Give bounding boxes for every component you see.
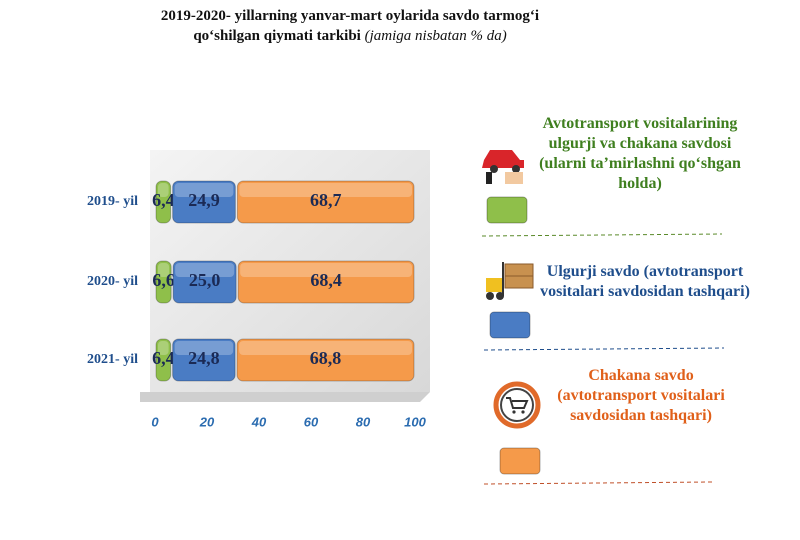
value-label: 68,4 [310,270,342,290]
value-label: 6,4 [152,190,175,210]
forklift-icon [486,262,534,300]
x-tick-label: 100 [404,414,426,429]
x-tick-label: 80 [356,414,371,429]
bar-highlight [158,341,169,355]
value-label: 6,4 [152,348,175,368]
legend-swatch [489,311,531,339]
bar-highlight [158,263,170,277]
y-tick-label: 2021- yil [87,352,138,367]
title-line: qo‘shilgan qiymati tarkibi [193,28,361,44]
legend-swatch [486,196,528,224]
bar-segment [155,338,172,382]
bar-segment [172,180,236,224]
bar-segment [236,180,415,224]
bar-highlight [174,183,234,197]
x-tick-label: 0 [151,414,159,429]
legend-separator [483,481,713,485]
bar-highlight [174,341,234,355]
legend-swatch [499,447,541,475]
x-tick-label: 40 [251,414,267,429]
value-label: 25,0 [189,270,221,290]
bar-segment [155,180,172,224]
bar-highlight [239,183,412,197]
value-label: 24,8 [188,348,220,368]
value-label: 68,7 [310,190,342,210]
chart-title-2: qo‘shilgan qiymati tarkibi (jamiga nisba… [60,28,640,45]
bar-segment [237,260,415,304]
legend-separator [483,347,725,351]
y-tick-label: 2020- yil [87,274,138,289]
chart-title: 2019-2020- yillarning yanvar-mart oylari… [60,8,640,25]
car-icon [482,150,524,184]
bar-segment [172,338,236,382]
title-line: 2019-2020- yillarning yanvar-mart oylari… [160,8,540,24]
bar-segment [236,338,415,382]
value-label: 68,8 [310,348,342,368]
bar-highlight [158,183,169,197]
legend-separator [481,233,723,237]
cart-icon [493,381,541,429]
bar-highlight [240,263,412,277]
bar-segment [155,260,172,304]
legend-label: Ulgurji savdo (avtotransport vositalari … [540,263,750,300]
legend-label: Chakana savdo (avtotransport vositalari … [557,367,725,424]
y-tick-label: 2019- yil [87,194,138,209]
x-tick-label: 20 [199,414,215,429]
x-tick-label: 60 [304,414,319,429]
bar-segment [172,260,237,304]
bar-highlight [239,341,412,355]
plot-floor [140,392,430,402]
value-label: 24,9 [188,190,220,210]
chart-subtitle: (jamiga nisbatan % da) [364,28,507,44]
bar-highlight [175,263,235,277]
value-label: 6,6 [152,270,175,290]
legend-label: Avtotransport vositalarining ulgurji va … [539,115,741,192]
